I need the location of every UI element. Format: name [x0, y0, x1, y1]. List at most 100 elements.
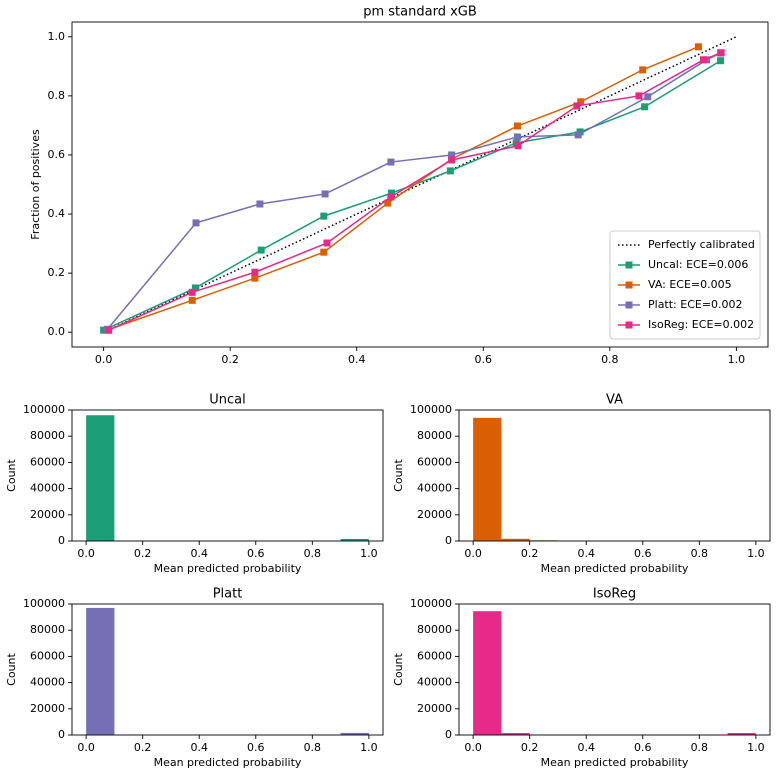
marker	[251, 274, 259, 282]
marker	[387, 193, 395, 201]
marker	[694, 43, 702, 51]
bar	[501, 538, 530, 541]
x-tick-label: 0.2	[134, 741, 152, 754]
marker	[388, 189, 396, 197]
y-tick-label: 100000	[410, 597, 452, 610]
x-tick-label: 0.2	[521, 547, 539, 560]
legend-label: VA: ECE=0.005	[648, 278, 732, 291]
marker	[323, 239, 331, 247]
y-tick-label: 20000	[30, 508, 65, 521]
x-tick-label: 1.0	[728, 353, 746, 366]
x-tick-label: 0.8	[304, 547, 322, 560]
bar	[86, 607, 115, 735]
y-tick-label: 80000	[417, 429, 452, 442]
x-axis-label: Mean predicted probability	[154, 756, 302, 769]
marker	[513, 122, 521, 130]
y-tick-label: 100000	[23, 597, 65, 610]
y-axis-label: Count	[392, 652, 405, 685]
y-tick-label: 0.6	[48, 148, 66, 161]
y-tick-label: 0	[58, 728, 65, 741]
marker	[251, 268, 259, 276]
axes-frame	[458, 409, 771, 542]
y-axis-label: Count	[392, 458, 405, 491]
y-tick-label: 0	[58, 534, 65, 547]
chart-title: Uncal	[209, 393, 245, 408]
y-tick-label: 0	[445, 534, 452, 547]
y-tick-label: 0.2	[48, 266, 66, 279]
legend-marker	[625, 321, 633, 329]
y-axis-label: Fraction of positives	[29, 129, 42, 240]
x-tick-label: 0.6	[247, 741, 265, 754]
legend-label: Perfectly calibrated	[648, 238, 755, 251]
y-tick-label: 60000	[417, 649, 452, 662]
x-tick-label: 0.4	[577, 547, 595, 560]
y-tick-label: 0.4	[48, 207, 66, 220]
marker	[321, 190, 329, 198]
y-tick-label: 40000	[30, 482, 65, 495]
marker	[577, 98, 585, 106]
marker	[699, 56, 707, 64]
x-tick-label: 0.2	[134, 547, 152, 560]
marker	[635, 92, 643, 100]
x-tick-label: 1.0	[360, 547, 378, 560]
y-tick-label: 20000	[30, 702, 65, 715]
legend: Perfectly calibrated Uncal: ECE=0.006 VA: …	[609, 230, 761, 340]
bar	[340, 538, 369, 541]
marker	[448, 151, 456, 159]
x-tick-label: 0.8	[601, 353, 619, 366]
marker	[192, 219, 200, 227]
marker	[448, 156, 456, 164]
bar	[86, 415, 115, 541]
y-tick-label: 80000	[30, 429, 65, 442]
series-line	[103, 60, 721, 331]
chart-title: IsoReg	[593, 587, 636, 602]
x-tick-label: 0.4	[577, 741, 595, 754]
y-tick-label: 60000	[30, 649, 65, 662]
x-tick-label: 0.0	[95, 353, 113, 366]
legend-marker	[625, 261, 633, 269]
series-line	[103, 36, 737, 333]
marker	[514, 142, 522, 150]
y-tick-label: 40000	[417, 482, 452, 495]
bar	[340, 732, 369, 735]
marker	[191, 284, 199, 292]
marker	[574, 131, 582, 139]
y-tick-label: 0.8	[48, 89, 66, 102]
subplot: 0.0 0.2 0.4 0.6 0.8 1.0 0 20000 40000 60000 80000 1…	[5, 393, 384, 575]
y-tick-label: 20000	[417, 508, 452, 521]
x-tick-label: 1.0	[360, 741, 378, 754]
x-tick-label: 1.0	[747, 741, 765, 754]
x-axis-label: Mean predicted probability	[154, 562, 302, 575]
subplot: 0.0 0.2 0.4 0.6 0.8 1.0 0 20000 40000 60000 80000 1…	[5, 587, 384, 769]
axes-frame	[71, 603, 384, 736]
marker	[644, 93, 652, 101]
y-tick-label: 100000	[23, 403, 65, 416]
marker	[446, 167, 454, 175]
bar	[501, 733, 530, 735]
y-tick-label: 0.0	[48, 325, 66, 338]
y-tick-label: 80000	[417, 623, 452, 636]
x-tick-label: 0.8	[691, 547, 709, 560]
x-tick-label: 0.2	[221, 353, 239, 366]
subplot: Perfectly calibrated Uncal: ECE=0.006 VA: …	[29, 5, 769, 366]
x-tick-label: 0.4	[190, 741, 208, 754]
x-tick-label: 0.0	[464, 741, 482, 754]
y-tick-label: 60000	[30, 455, 65, 468]
x-tick-label: 0.6	[475, 353, 493, 366]
subplot: 0.0 0.2 0.4 0.6 0.8 1.0 0 20000 40000 60000 80000 1…	[392, 587, 771, 769]
marker	[256, 200, 264, 208]
marker	[639, 66, 647, 74]
marker	[641, 103, 649, 111]
legend-box	[609, 230, 761, 340]
marker	[320, 212, 328, 220]
chart-title: pm standard xGB	[363, 5, 477, 20]
x-tick-label: 0.4	[348, 353, 366, 366]
y-axis-label: Count	[5, 458, 18, 491]
x-tick-label: 0.8	[691, 741, 709, 754]
marker	[105, 326, 113, 334]
axes-frame	[71, 409, 384, 542]
marker	[513, 133, 521, 141]
legend-label: Uncal: ECE=0.006	[648, 258, 748, 271]
y-tick-label: 40000	[417, 676, 452, 689]
